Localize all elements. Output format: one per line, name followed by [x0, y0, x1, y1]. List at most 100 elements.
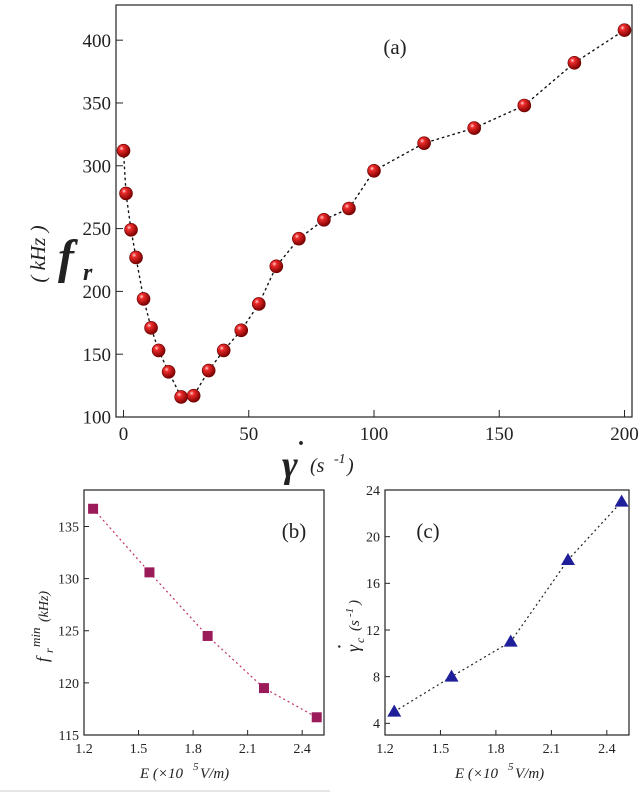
panel-c-data-point	[561, 553, 575, 565]
panel-a-data-point	[567, 55, 582, 70]
svg-text:f: f	[58, 231, 78, 284]
panel-a-data-point	[116, 143, 131, 158]
panel-a-points	[116, 23, 632, 404]
panel-b-x-tick-label: 1.5	[130, 742, 148, 757]
panel-b-plot-frame	[83, 489, 325, 736]
panel-a-data-point	[367, 164, 381, 178]
panel-a-x-tick-label: 200	[610, 424, 639, 445]
panel-a-y-tick-label: 350	[83, 94, 112, 115]
svg-text:(s: (s	[347, 620, 363, 631]
panel-a-data-point	[292, 231, 306, 246]
panel-c-y-tick-label: 16	[366, 577, 380, 592]
panel-c-data-point	[503, 634, 518, 647]
panel-c-y-tick-label: 4	[373, 717, 380, 732]
panel-b-x-tick-label: 2.4	[293, 742, 311, 757]
panel-b-data-point	[88, 503, 99, 514]
panel-c-data-point	[614, 494, 629, 507]
gamma-dot-c: ·	[332, 644, 348, 649]
svg-text:): )	[346, 455, 354, 477]
panel-b-data-point	[202, 630, 213, 641]
panel-c-x-tick-label: 2.1	[543, 742, 561, 757]
panel-a-y-tick-label: 200	[83, 282, 112, 303]
panel-a-series-line	[122, 29, 626, 398]
panel-a: 0 50 100 150 200 100 150 200 250 300 350 400 (a) f…	[26, 4, 639, 486]
panel-b-x-axis-label: E (×10 5 V/m)	[139, 761, 229, 782]
panel-b-data-point	[259, 683, 269, 694]
panel-a-data-point	[201, 363, 216, 378]
panel-c-x-tick-label: 1.8	[487, 742, 505, 757]
panel-a-label: (a)	[383, 35, 406, 59]
panel-a-y-tick-label: 100	[83, 408, 112, 429]
panel-c: 1.2 1.5 1.8 2.1 2.4 4 8 12 16 20 24 (c) γ · c (s …	[332, 484, 630, 782]
panel-a-y-ticks: 100 150 200 250 300 350 400	[83, 31, 123, 429]
svg-text:): )	[347, 600, 363, 606]
svg-text:r: r	[42, 648, 56, 653]
panel-a-data-point	[269, 259, 284, 274]
panel-a-data-point	[517, 98, 532, 113]
svg-text:V/m): V/m)	[515, 766, 544, 782]
panel-b: 1.2 1.5 1.8 2.1 2.4 115 120 125 130 135 (b) f r …	[28, 489, 325, 782]
svg-text:5: 5	[193, 761, 199, 773]
panel-c-y-tick-label: 20	[366, 531, 380, 546]
panel-a-x-tick-label: 150	[485, 424, 514, 445]
panel-b-y-axis-label: f r min (kHz)	[28, 591, 56, 662]
panel-c-y-tick-label: 24	[366, 484, 380, 499]
panel-c-x-axis-label: E (×10 5 V/m)	[454, 761, 544, 782]
panel-a-x-ticks: 0 50 100 150 200	[119, 410, 639, 445]
panel-a-y-tick-label: 250	[83, 219, 112, 240]
panel-b-y-tick-label: 125	[58, 625, 79, 640]
panel-a-data-point	[467, 121, 481, 135]
svg-text:(kHz): (kHz)	[37, 591, 52, 622]
panel-a-data-point	[161, 364, 176, 379]
panel-b-points	[88, 503, 322, 723]
panel-c-plot-frame	[384, 489, 630, 736]
svg-text:γ: γ	[343, 644, 363, 652]
svg-text:(s: (s	[310, 455, 325, 477]
panel-a-y-tick-label: 300	[83, 156, 112, 177]
panel-c-label: (c)	[416, 519, 439, 543]
panel-b-y-tick-label: 130	[58, 573, 79, 588]
svg-text:f: f	[33, 655, 52, 662]
panel-a-data-point	[129, 250, 143, 265]
panel-c-data-point	[387, 704, 402, 717]
panel-a-data-point	[119, 186, 133, 201]
panel-b-data-point	[144, 567, 155, 578]
panel-c-points	[387, 494, 629, 717]
panel-b-x-tick-label: 2.1	[239, 742, 257, 757]
svg-text:r: r	[83, 260, 93, 286]
svg-text:c: c	[353, 637, 367, 643]
svg-text:E (×10: E (×10	[454, 766, 499, 782]
panel-c-data-point	[444, 669, 459, 682]
panel-a-x-tick-label: 50	[239, 424, 258, 445]
svg-text:V/m): V/m)	[200, 766, 229, 782]
panel-c-x-tick-label: 1.2	[376, 742, 394, 757]
panel-c-y-tick-label: 8	[373, 671, 380, 686]
panel-a-y-tick-label: 400	[83, 31, 112, 52]
svg-text:E (×10: E (×10	[139, 766, 184, 782]
panel-c-x-tick-label: 2.4	[598, 742, 616, 757]
panel-a-y-axis-label: f r ( kHz )	[26, 225, 93, 286]
panel-c-y-ticks: 4 8 12 16 20 24	[366, 484, 390, 732]
svg-text:( kHz ): ( kHz )	[26, 225, 50, 282]
panel-c-x-tick-label: 1.5	[432, 742, 450, 757]
svg-text:-1: -1	[334, 452, 346, 467]
panel-a-data-point	[151, 343, 166, 358]
panel-a-data-point	[342, 201, 356, 216]
svg-text:5: 5	[508, 761, 514, 773]
panel-a-data-point	[617, 23, 632, 37]
panel-a-x-tick-label: 0	[119, 424, 129, 445]
svg-text:-1: -1	[344, 608, 356, 617]
panel-a-data-point	[251, 297, 266, 311]
panel-b-label: (b)	[282, 519, 307, 543]
svg-text:γ: γ	[282, 444, 298, 486]
panel-a-data-point	[417, 136, 431, 150]
panel-a-y-tick-label: 150	[83, 345, 112, 366]
panel-a-data-point	[136, 292, 151, 306]
svg-text:min: min	[28, 628, 43, 648]
panel-a-plot-frame	[115, 4, 633, 418]
panel-a-data-point	[186, 388, 201, 403]
panel-c-y-tick-label: 12	[366, 624, 380, 639]
panel-a-x-axis-label: γ · (s -1 )	[282, 431, 354, 486]
panel-b-x-tick-label: 1.8	[184, 742, 202, 757]
